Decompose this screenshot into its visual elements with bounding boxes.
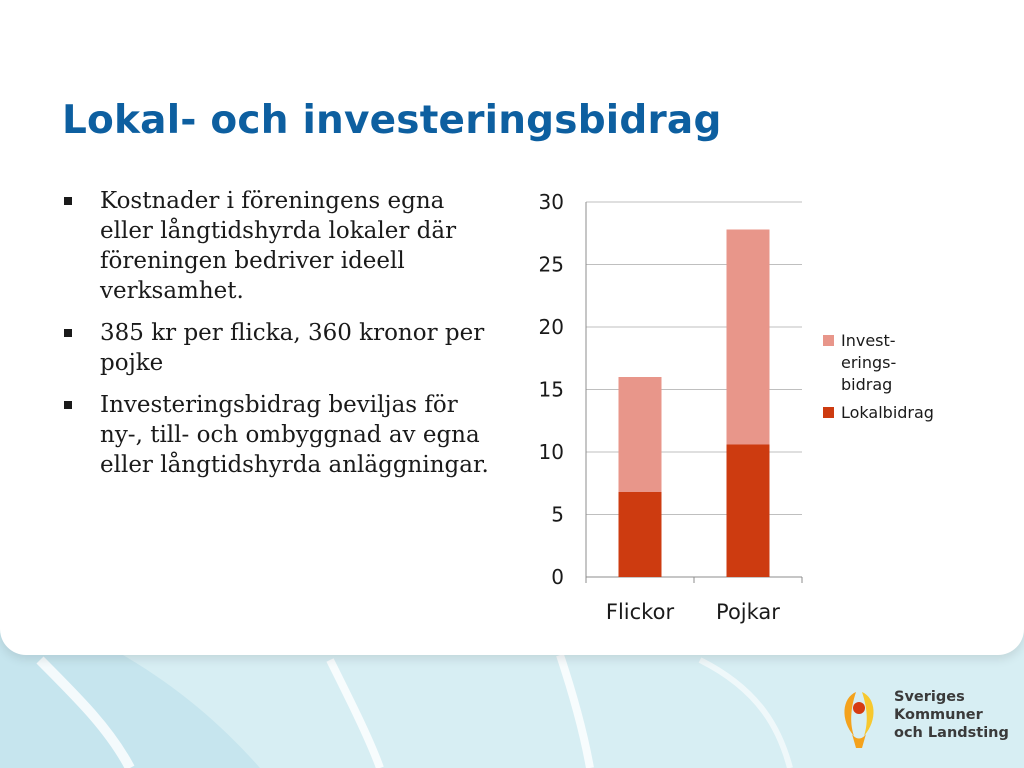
legend-item-investeringsbidrag: Invest- erings- bidrag bbox=[823, 330, 951, 396]
bullet-list: Kostnader i föreningens egna eller långt… bbox=[62, 186, 502, 492]
bullet-text: Investeringsbidrag beviljas för ny-, til… bbox=[100, 392, 489, 478]
bullet-text: Kostnader i föreningens egna eller långt… bbox=[100, 188, 457, 304]
legend-label-line: bidrag bbox=[841, 375, 893, 394]
bullet-item: 385 kr per flicka, 360 kronor per pojke bbox=[62, 318, 502, 378]
bullet-text: 385 kr per flicka, 360 kronor per pojke bbox=[100, 320, 485, 376]
logo-line: Sveriges bbox=[894, 689, 965, 705]
logo-line: Kommuner bbox=[894, 707, 983, 723]
svkl-figure-logo-icon bbox=[844, 692, 874, 748]
logo-line: och Landsting bbox=[894, 725, 1009, 741]
stacked-bar-chart: 0 5 10 15 20 25 30 Flickor Pojkar bbox=[539, 190, 803, 624]
bullet-item: Investeringsbidrag beviljas för ny-, til… bbox=[62, 390, 502, 480]
x-category-label: Pojkar bbox=[716, 600, 780, 624]
y-tick-label: 15 bbox=[539, 378, 564, 402]
y-tick-label: 20 bbox=[539, 315, 564, 339]
square-bullet-icon bbox=[64, 401, 72, 409]
y-tick-label: 25 bbox=[539, 253, 564, 277]
legend-label: Invest- erings- bidrag bbox=[841, 330, 951, 396]
bullet-item: Kostnader i föreningens egna eller långt… bbox=[62, 186, 502, 306]
slide-title: Lokal- och investeringsbidrag bbox=[62, 98, 722, 143]
x-category-label: Flickor bbox=[606, 600, 675, 624]
bar-segment bbox=[618, 492, 662, 577]
logo-text: Sveriges Kommuner och Landsting bbox=[894, 688, 1009, 742]
square-bullet-icon bbox=[64, 329, 72, 337]
svkl-logo: Sveriges Kommuner och Landsting bbox=[832, 684, 1012, 750]
legend-swatch bbox=[823, 407, 834, 418]
bar-segment bbox=[618, 377, 662, 492]
square-bullet-icon bbox=[64, 197, 72, 205]
legend-label: Lokalbidrag bbox=[841, 403, 934, 422]
slide-card: Lokal- och investeringsbidrag Kostnader … bbox=[62, 98, 951, 624]
y-tick-label: 30 bbox=[539, 190, 564, 214]
legend-item-lokalbidrag: Lokalbidrag bbox=[823, 402, 951, 424]
y-tick-label: 10 bbox=[539, 440, 564, 464]
y-tick-label: 5 bbox=[551, 503, 564, 527]
bar-segment bbox=[726, 444, 770, 577]
legend-label-line: erings- bbox=[841, 353, 897, 372]
y-tick-label: 0 bbox=[551, 565, 564, 589]
legend-swatch bbox=[823, 335, 834, 346]
bar-segment bbox=[726, 229, 770, 445]
chart-legend: Invest- erings- bidrag Lokalbidrag bbox=[823, 330, 951, 430]
legend-label-line: Invest- bbox=[841, 331, 896, 350]
